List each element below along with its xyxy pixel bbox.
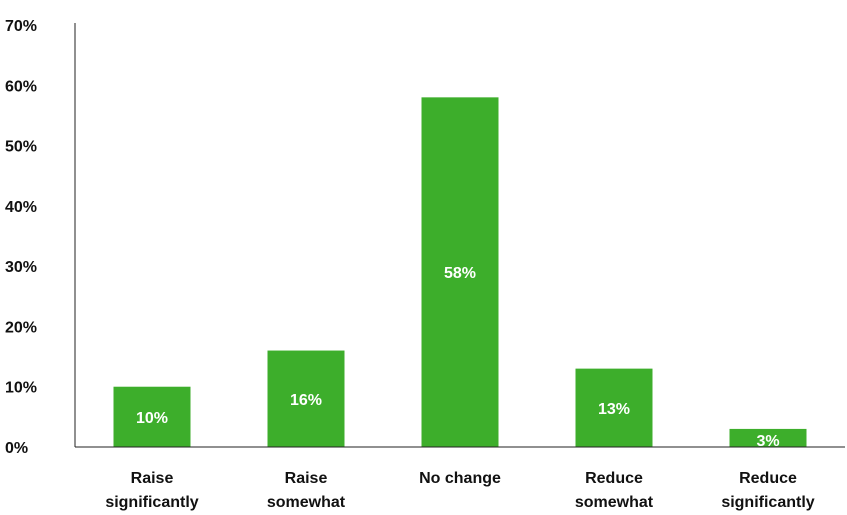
x-category-label: Reduce — [739, 470, 797, 487]
x-category-label: significantly — [105, 494, 198, 511]
x-axis: Raise significantly Raise somewhat No change… — [75, 446, 845, 511]
x-category-label: significantly — [721, 494, 814, 511]
bar — [267, 350, 345, 447]
data-label: 3% — [756, 433, 779, 450]
x-category-label: Raise — [131, 470, 174, 487]
data-label: 16% — [290, 392, 322, 409]
data-label: 13% — [598, 401, 630, 418]
data-label: 58% — [444, 265, 476, 282]
bar — [729, 428, 807, 447]
y-tick-label: 0% — [5, 440, 28, 457]
x-category-label: Raise — [285, 470, 328, 487]
data-label: 10% — [136, 410, 168, 427]
y-tick-label: 40% — [5, 199, 37, 216]
bar — [113, 386, 191, 447]
x-category-label: Reduce — [585, 470, 643, 487]
y-tick-label: 20% — [5, 319, 37, 336]
y-tick-label: 10% — [5, 380, 37, 397]
x-category-label: No change — [419, 470, 501, 487]
y-tick-label: 60% — [5, 78, 37, 95]
y-axis: 0% 10% 20% 30% 40% 50% 60% 70% — [5, 18, 76, 457]
x-category-label: somewhat — [267, 494, 346, 511]
bars: 10% 16% 58% 13% 3% — [113, 97, 807, 450]
x-category-label: somewhat — [575, 494, 654, 511]
bar — [421, 97, 499, 447]
bar — [575, 368, 653, 447]
y-tick-label: 70% — [5, 18, 37, 35]
y-tick-label: 50% — [5, 139, 37, 156]
y-tick-label: 30% — [5, 259, 37, 276]
